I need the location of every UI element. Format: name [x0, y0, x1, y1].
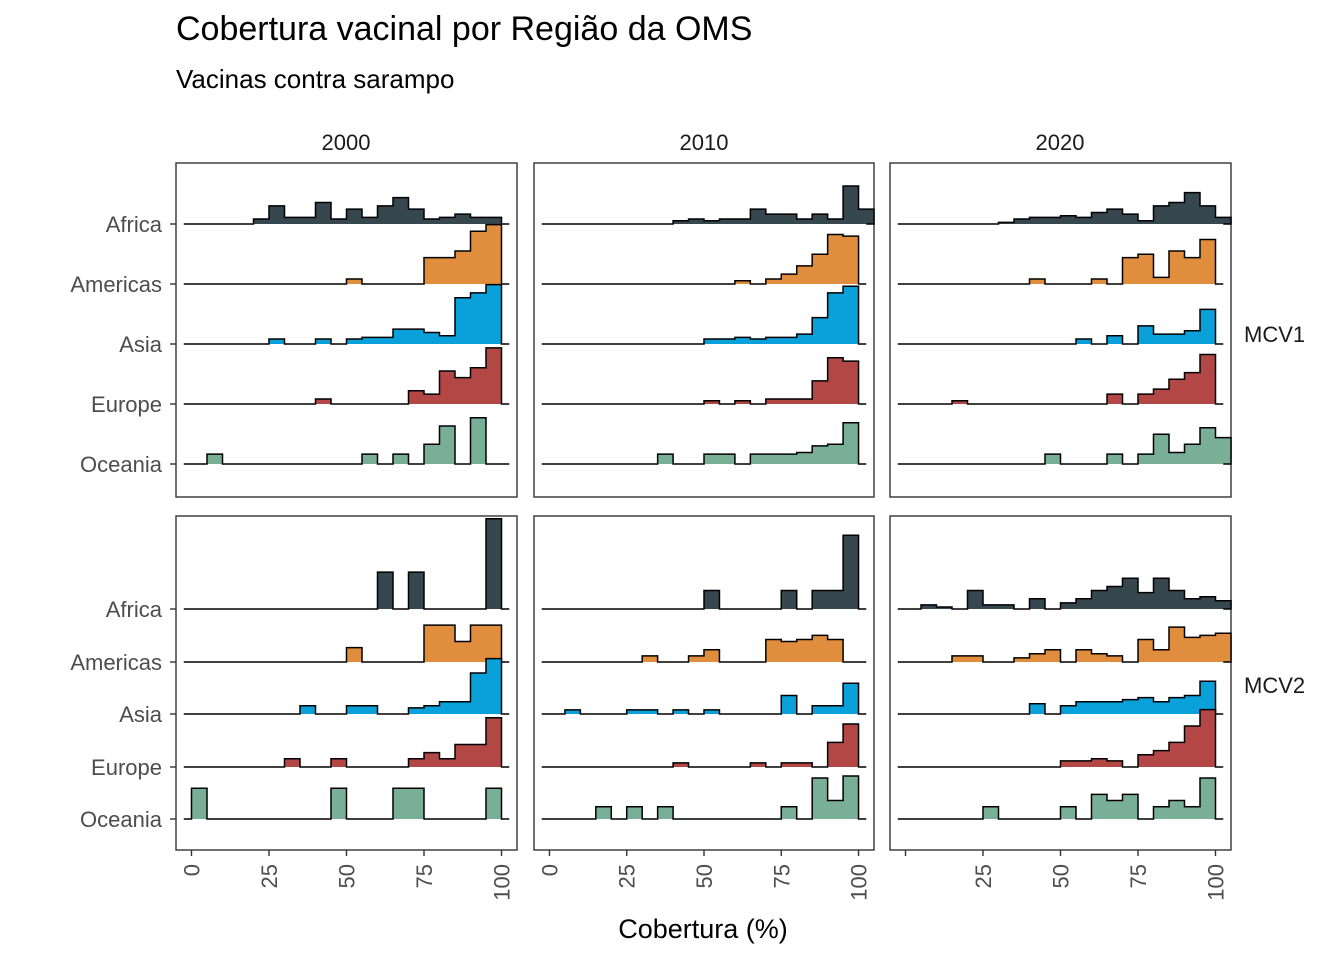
- y-label-americas: Americas: [70, 272, 162, 297]
- ridge-americas-mcv1-2010: [541, 233, 867, 285]
- chart-subtitle: Vacinas contra sarampo: [176, 64, 455, 94]
- chart-title: Cobertura vacinal por Região da OMS: [176, 10, 753, 48]
- x-tick-label-0: 0: [180, 864, 205, 876]
- panel-border: [175, 162, 518, 498]
- y-label-americas: Americas: [70, 650, 162, 675]
- y-label-oceania: Oceania: [80, 807, 163, 832]
- ridge-africa-mcv1-2020: [897, 191, 1232, 225]
- x-tick-label-25: 25: [257, 864, 282, 888]
- ridge-asia-mcv2-2010: [541, 682, 867, 715]
- x-tick-label-75: 75: [412, 864, 437, 888]
- ridge-americas-mcv2-2020: [897, 626, 1232, 663]
- ridge-americas-mcv1-2020: [897, 238, 1224, 285]
- y-label-asia: Asia: [119, 702, 163, 727]
- ridge-africa-mcv1-2010: [541, 185, 875, 225]
- y-label-asia: Asia: [119, 332, 163, 357]
- x-tick-label-50: 50: [335, 864, 360, 888]
- x-tick-label-25: 25: [971, 864, 996, 888]
- y-label-africa: Africa: [106, 212, 163, 237]
- ridge-asia-mcv2-2020: [897, 680, 1224, 715]
- ridge-asia-mcv1-2020: [897, 308, 1224, 345]
- y-label-oceania: Oceania: [80, 452, 163, 477]
- x-tick-label-0: 0: [537, 864, 562, 876]
- x-tick-label-100: 100: [490, 864, 515, 901]
- ridge-europe-mcv1-2000: [183, 347, 510, 405]
- ridge-europe-mcv2-2010: [541, 723, 867, 768]
- ridge-europe-mcv1-2010: [541, 357, 867, 405]
- panel-mcv2-2010: 0 25 50 75 100: [533, 515, 875, 901]
- ridge-oceania-mcv2-2000: [183, 787, 510, 820]
- column-strip-2000: 2000: [322, 130, 371, 155]
- ridge-americas-mcv1-2000: [183, 223, 510, 285]
- panel-mcv1-2010: [533, 162, 875, 498]
- ridge-africa-mcv2-2020: [897, 577, 1232, 610]
- y-label-africa: Africa: [106, 597, 163, 622]
- x-axis-title: Cobertura (%): [618, 914, 788, 944]
- panel-border: [533, 162, 875, 498]
- panel-mcv1-2020: [889, 162, 1232, 498]
- column-strip-2010: 2010: [680, 130, 729, 155]
- ridge-asia-mcv1-2000: [183, 283, 510, 345]
- x-tick-label-50: 50: [1049, 864, 1074, 888]
- ridge-africa-mcv2-2010: [541, 534, 867, 610]
- ridge-africa-mcv2-2000: [183, 518, 510, 610]
- ridge-oceania-mcv1-2020: [897, 426, 1232, 465]
- x-tick-label-25: 25: [615, 864, 640, 888]
- row-strip-mcv2: MCV2: [1244, 673, 1305, 698]
- row-strip-mcv1: MCV1: [1244, 322, 1305, 347]
- panel-mcv2-2020: 25 50 75 100: [889, 515, 1232, 901]
- ridge-oceania-mcv1-2000: [183, 417, 510, 465]
- ridge-europe-mcv2-2000: [183, 717, 510, 768]
- ridge-asia-mcv2-2000: [183, 657, 510, 715]
- y-label-europe: Europe: [91, 392, 162, 417]
- x-tick-label-50: 50: [692, 864, 717, 888]
- ridge-americas-mcv2-2000: [183, 624, 510, 663]
- column-strip-2020: 2020: [1036, 130, 1085, 155]
- ridge-oceania-mcv2-2020: [897, 777, 1224, 820]
- ridge-africa-mcv1-2000: [183, 196, 510, 225]
- x-tick-label-100: 100: [847, 864, 872, 901]
- panel-mcv2-2000: Africa Americas Asia Europe Oceania 0 25 50 75 10…: [70, 515, 518, 901]
- ridge-oceania-mcv2-2010: [541, 775, 867, 820]
- ridge-europe-mcv2-2020: [897, 708, 1224, 768]
- ridge-oceania-mcv1-2010: [541, 422, 867, 465]
- x-tick-label-75: 75: [769, 864, 794, 888]
- y-label-europe: Europe: [91, 755, 162, 780]
- ridge-asia-mcv1-2010: [541, 285, 867, 345]
- x-tick-label-100: 100: [1204, 864, 1229, 901]
- x-tick-label-75: 75: [1126, 864, 1151, 888]
- ridge-europe-mcv1-2020: [897, 353, 1224, 405]
- ridge-americas-mcv2-2010: [541, 634, 867, 663]
- panel-border: [889, 162, 1232, 498]
- panel-mcv1-2000: Africa Americas Asia Europe Oceania: [70, 162, 518, 498]
